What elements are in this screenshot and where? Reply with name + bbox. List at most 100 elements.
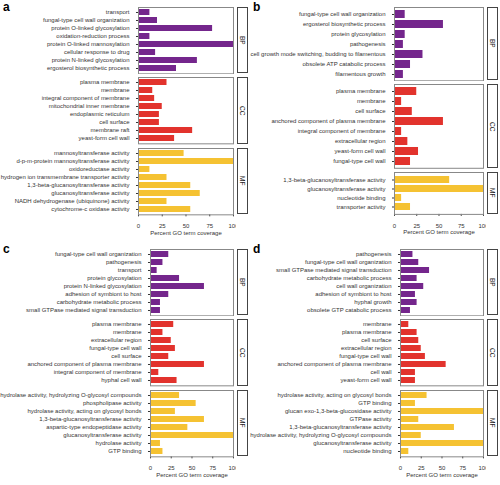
svg-text:obsolete ATP catabolic process: obsolete ATP catabolic process — [303, 61, 386, 67]
svg-text:anchored component of plasma m: anchored component of plasma membrane — [271, 119, 386, 125]
svg-text:protein O-linked glycosylation: protein O-linked glycosylation — [51, 25, 129, 31]
svg-text:extracellular region: extracellular region — [91, 338, 142, 344]
svg-text:1,3-beta-glucanosyltransferase: 1,3-beta-glucanosyltransferase activity — [27, 182, 129, 188]
svg-text:small GTPase mediated signal t: small GTPase mediated signal transductio… — [276, 267, 391, 273]
svg-text:membrane raft: membrane raft — [91, 128, 130, 134]
svg-text:GTP binding: GTP binding — [108, 448, 141, 454]
svg-text:cell growth mode switching, bu: cell growth mode switching, budding to f… — [250, 51, 385, 57]
svg-text:0: 0 — [393, 223, 397, 229]
svg-text:phospholipase activity: phospholipase activity — [83, 400, 142, 406]
svg-text:aspartic-type endopeptidase ac: aspartic-type endopeptidase activity — [46, 424, 141, 430]
svg-text:nucleotide binding: nucleotide binding — [337, 195, 385, 201]
svg-text:yeast-form cell wall: yeast-form cell wall — [341, 378, 392, 384]
svg-text:extracellular region: extracellular region — [341, 346, 392, 352]
svg-text:small GTPase mediated signal t: small GTPase mediated signal transductio… — [26, 307, 141, 313]
svg-text:75: 75 — [206, 223, 213, 229]
svg-text:75: 75 — [458, 223, 465, 229]
svg-text:yeast-form cell wall: yeast-form cell wall — [79, 136, 130, 142]
svg-text:50: 50 — [189, 465, 196, 471]
svg-text:cell surface: cell surface — [355, 109, 386, 115]
svg-text:fungal-type cell wall organiza: fungal-type cell wall organization — [43, 17, 130, 23]
svg-text:100: 100 — [228, 465, 236, 471]
svg-text:oxidation-reduction process: oxidation-reduction process — [56, 33, 129, 39]
svg-text:75: 75 — [209, 465, 216, 471]
svg-text:fungal-type cell wall organiza: fungal-type cell wall organization — [305, 259, 392, 265]
svg-text:extracellular region: extracellular region — [335, 139, 386, 145]
svg-text:hydrolase activity, acting on: hydrolase activity, acting on glycosyl b… — [278, 392, 392, 398]
svg-text:GTP binding: GTP binding — [358, 400, 391, 406]
svg-text:25: 25 — [418, 465, 425, 471]
svg-text:fungal-type cell wall organiza: fungal-type cell wall organization — [55, 251, 142, 257]
svg-text:membrane: membrane — [101, 88, 130, 94]
svg-text:0: 0 — [137, 223, 141, 229]
svg-text:cell surface: cell surface — [361, 338, 392, 344]
svg-text:1,3-beta-glucanosyltransferase: 1,3-beta-glucanosyltransferase activity — [39, 416, 141, 422]
svg-text:transport: transport — [106, 9, 130, 15]
svg-text:100: 100 — [478, 223, 486, 229]
svg-text:plasma membrane: plasma membrane — [336, 89, 386, 95]
svg-text:hyphal cell wall: hyphal cell wall — [101, 378, 141, 384]
svg-text:glucanosyltransferase activity: glucanosyltransferase activity — [51, 190, 129, 196]
svg-text:d-p-m-protein mannosyltransfer: d-p-m-protein mannosyltransferase activi… — [16, 158, 129, 164]
svg-text:Percent GO term coverage: Percent GO term coverage — [403, 229, 475, 235]
svg-text:cell surface: cell surface — [111, 354, 142, 360]
svg-text:protein glycosylation: protein glycosylation — [87, 275, 141, 281]
svg-text:transport: transport — [118, 267, 142, 273]
svg-text:carbohydrate metabolic process: carbohydrate metabolic process — [57, 299, 142, 305]
svg-text:obsolete GTP catabolic process: obsolete GTP catabolic process — [307, 307, 391, 313]
svg-text:membrane: membrane — [113, 330, 142, 336]
svg-text:adhesion of symbiont to host: adhesion of symbiont to host — [315, 291, 392, 297]
svg-text:glucan exo-1,3-beta-glucosidas: glucan exo-1,3-beta-glucosidase activity — [285, 408, 391, 414]
svg-text:nucleotide binding: nucleotide binding — [343, 448, 391, 454]
svg-text:glucanosyltransferase activity: glucanosyltransferase activity — [313, 440, 391, 446]
svg-text:protein O-linked mannosylation: protein O-linked mannosylation — [47, 41, 130, 47]
svg-text:25: 25 — [413, 223, 420, 229]
svg-text:fungal-type cell wall: fungal-type cell wall — [89, 346, 141, 352]
svg-text:integral component of membrane: integral component of membrane — [298, 129, 386, 135]
svg-text:GTPase activity: GTPase activity — [350, 416, 392, 422]
svg-text:hydrolase activity, hydrolyzin: hydrolase activity, hydrolyzing O-glycos… — [250, 432, 391, 438]
svg-text:fungal-type cell wall organiza: fungal-type cell wall organization — [299, 11, 386, 17]
svg-text:100: 100 — [228, 223, 236, 229]
svg-text:pathogenesis: pathogenesis — [350, 41, 386, 47]
svg-text:hydrolase activity, acting on: hydrolase activity, acting on glycosyl b… — [28, 408, 142, 414]
svg-text:fungal-type cell wall: fungal-type cell wall — [333, 159, 385, 165]
svg-text:carbohydrate metabolic process: carbohydrate metabolic process — [307, 275, 392, 281]
svg-text:hyphal growth: hyphal growth — [354, 299, 391, 305]
svg-text:fungal-type cell wall: fungal-type cell wall — [339, 354, 391, 360]
svg-text:cell wall: cell wall — [371, 370, 392, 376]
svg-text:1,3-beta-glucanosyltransferase: 1,3-beta-glucanosyltransferase activity — [283, 177, 385, 183]
svg-text:50: 50 — [183, 223, 190, 229]
svg-text:hydrogen ion transmembrane tra: hydrogen ion transmembrane transporter a… — [1, 174, 130, 180]
svg-text:pathogenesis: pathogenesis — [106, 259, 142, 265]
svg-text:25: 25 — [159, 223, 166, 229]
svg-text:mitochondrial inner membrane: mitochondrial inner membrane — [49, 104, 130, 110]
svg-text:plasma membrane: plasma membrane — [92, 322, 142, 328]
svg-text:protein N-linked glycosylation: protein N-linked glycosylation — [52, 57, 130, 63]
svg-text:filamentous growth: filamentous growth — [335, 71, 385, 77]
svg-text:ergosterol biosynthetic proces: ergosterol biosynthetic process — [303, 21, 386, 27]
svg-text:glucanosyltransferase activity: glucanosyltransferase activity — [307, 186, 385, 192]
svg-text:cell surface: cell surface — [99, 120, 130, 126]
svg-text:transporter activity: transporter activity — [337, 204, 386, 210]
svg-text:membrane: membrane — [357, 99, 386, 105]
svg-text:cytochrome-c oxidase activity: cytochrome-c oxidase activity — [51, 206, 129, 212]
svg-text:Percent GO term coverage: Percent GO term coverage — [156, 471, 228, 477]
svg-text:endoplasmic reticulum: endoplasmic reticulum — [70, 112, 130, 118]
svg-text:anchored component of plasma m: anchored component of plasma membrane — [27, 362, 142, 368]
svg-text:hydrolase activity, hydrolyzin: hydrolase activity, hydrolyzing O-glycos… — [0, 392, 141, 398]
svg-text:50: 50 — [439, 465, 446, 471]
svg-text:anchored component of plasma m: anchored component of plasma membrane — [277, 362, 392, 368]
svg-text:cellular response to drug: cellular response to drug — [64, 49, 130, 55]
svg-text:plasma membrane: plasma membrane — [80, 80, 130, 86]
svg-text:glucanosyltransferase activity: glucanosyltransferase activity — [63, 432, 141, 438]
svg-text:integral component of membrane: integral component of membrane — [42, 96, 130, 102]
svg-text:0: 0 — [149, 465, 153, 471]
svg-text:Percent GO term coverage: Percent GO term coverage — [150, 229, 222, 235]
svg-text:1,3-beta-glucanosyltransferase: 1,3-beta-glucanosyltransferase activity — [289, 424, 391, 430]
svg-text:0: 0 — [399, 465, 403, 471]
svg-text:integral component of membrane: integral component of membrane — [54, 370, 142, 376]
svg-text:pathogenesis: pathogenesis — [356, 251, 392, 257]
svg-text:25: 25 — [168, 465, 175, 471]
svg-text:yeast-form cell wall: yeast-form cell wall — [335, 149, 386, 155]
